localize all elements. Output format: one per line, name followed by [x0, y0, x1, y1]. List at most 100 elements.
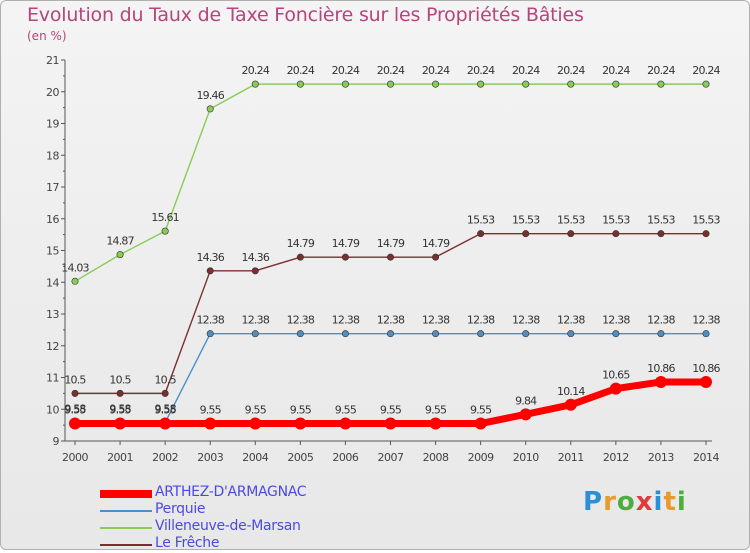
data-label: 20.24 [512, 64, 540, 77]
data-label: 9.58 [64, 403, 86, 416]
x-tick-label: 2012 [603, 451, 629, 464]
data-point [71, 277, 79, 285]
data-point [702, 80, 710, 88]
data-point [296, 330, 304, 338]
legend-swatch [100, 527, 152, 529]
x-tick-label: 2014 [693, 451, 719, 464]
data-point [432, 330, 440, 338]
data-point [522, 230, 530, 238]
data-point [339, 417, 352, 430]
data-point [519, 408, 532, 421]
data-label: 12.38 [647, 314, 675, 327]
data-label: 15.53 [512, 214, 540, 227]
y-tick-label: 17 [46, 181, 59, 194]
data-label: 20.24 [647, 64, 675, 77]
logo-letter: o [616, 487, 636, 517]
logo-letter: i [653, 487, 664, 517]
y-tick-label: 13 [46, 308, 59, 321]
data-label: 9.55 [109, 404, 131, 417]
data-point [206, 267, 214, 275]
data-point [251, 267, 259, 275]
data-label: 9.55 [290, 404, 312, 417]
data-label: 9.55 [154, 404, 176, 417]
data-point [161, 389, 169, 397]
data-label: 20.24 [422, 64, 450, 77]
data-label: 12.38 [422, 314, 450, 327]
data-point [161, 227, 169, 235]
data-point [249, 417, 262, 430]
x-tick-label: 2013 [648, 451, 674, 464]
x-tick-label: 2000 [62, 451, 88, 464]
y-tick-label: 9 [53, 435, 60, 448]
data-point [386, 253, 394, 261]
data-point [341, 253, 349, 261]
data-point [612, 80, 620, 88]
series-line [74, 83, 706, 282]
data-label: 20.24 [287, 64, 315, 77]
legend-label: ARTHEZ-D'ARMAGNAC [155, 484, 307, 500]
data-point [296, 253, 304, 261]
data-label: 12.38 [692, 314, 720, 327]
data-point [612, 230, 620, 238]
data-label: 9.55 [470, 404, 492, 417]
data-point [567, 80, 575, 88]
data-label: 12.38 [377, 314, 405, 327]
x-tick-label: 2005 [287, 451, 313, 464]
data-point [702, 230, 710, 238]
data-point [384, 417, 397, 430]
data-point [612, 330, 620, 338]
data-label: 20.24 [602, 64, 630, 77]
data-label: 9.58 [109, 403, 131, 416]
proxiti-logo: Proxiti [583, 487, 687, 517]
data-label: 10.5 [64, 373, 86, 386]
data-label: 20.24 [692, 64, 720, 77]
data-point [654, 375, 667, 388]
data-label: 9.84 [515, 394, 537, 407]
x-tick-label: 2009 [468, 451, 494, 464]
data-point [567, 230, 575, 238]
y-tick-label: 11 [46, 372, 59, 385]
data-point [477, 230, 485, 238]
data-label: 9.58 [154, 403, 176, 416]
chart-title: Evolution du Taux de Taxe Foncière sur l… [27, 4, 584, 26]
data-point [206, 330, 214, 338]
data-point [116, 251, 124, 259]
data-label: 9.55 [64, 404, 86, 417]
data-label: 10.65 [602, 369, 630, 382]
logo-letter: P [583, 487, 604, 517]
data-label: 10.5 [109, 373, 131, 386]
data-label: 19.46 [196, 89, 224, 102]
data-label: 12.38 [512, 314, 540, 327]
data-label: 14.79 [332, 237, 360, 250]
y-tick-label: 12 [46, 340, 59, 353]
data-label: 10.86 [692, 362, 720, 375]
data-label: 15.53 [557, 214, 585, 227]
data-point [386, 330, 394, 338]
data-point [657, 330, 665, 338]
y-tick-label: 20 [46, 86, 59, 99]
data-point [702, 330, 710, 338]
legend-label: Villeneuve-de-Marsan [155, 518, 301, 534]
data-label: 12.38 [467, 314, 495, 327]
data-label: 20.24 [467, 64, 495, 77]
data-point [114, 417, 127, 430]
data-point [296, 80, 304, 88]
data-label: 9.55 [335, 404, 357, 417]
data-point [294, 417, 307, 430]
x-tick-label: 2003 [197, 451, 223, 464]
data-label: 9.55 [245, 404, 267, 417]
data-point [251, 330, 259, 338]
data-label: 15.53 [602, 214, 630, 227]
data-label: 12.38 [242, 314, 270, 327]
data-label: 14.36 [242, 251, 270, 264]
data-point [251, 80, 259, 88]
data-label: 12.38 [557, 314, 585, 327]
data-label: 12.38 [196, 314, 224, 327]
data-point [341, 80, 349, 88]
data-label: 14.79 [287, 237, 315, 250]
data-point [477, 80, 485, 88]
data-point [474, 417, 487, 430]
legend-label: Perquie [155, 501, 206, 517]
legend-swatch [100, 490, 152, 498]
